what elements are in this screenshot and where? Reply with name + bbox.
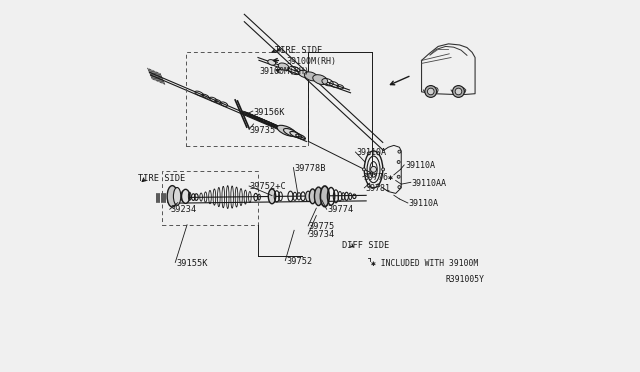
Bar <box>186 52 308 146</box>
Text: 39100M(RH): 39100M(RH) <box>259 67 309 76</box>
Ellipse shape <box>313 75 328 84</box>
Text: 39234: 39234 <box>170 205 196 215</box>
Circle shape <box>377 152 380 155</box>
Circle shape <box>367 184 370 187</box>
Circle shape <box>425 86 436 97</box>
Circle shape <box>428 88 434 95</box>
Circle shape <box>397 175 400 178</box>
Circle shape <box>371 166 376 172</box>
Text: 39752: 39752 <box>286 257 312 266</box>
Circle shape <box>398 150 401 153</box>
Circle shape <box>455 88 462 95</box>
Circle shape <box>397 161 400 163</box>
Ellipse shape <box>305 72 318 81</box>
Text: 39100M(RH): 39100M(RH) <box>286 57 336 67</box>
Text: ✱ INCLUDED WITH 39100M: ✱ INCLUDED WITH 39100M <box>371 259 478 268</box>
Ellipse shape <box>321 186 329 207</box>
Text: 39110A: 39110A <box>405 161 435 170</box>
Circle shape <box>381 168 385 171</box>
Ellipse shape <box>284 128 299 137</box>
Text: 39155K: 39155K <box>176 259 207 268</box>
Text: 39774: 39774 <box>328 205 354 215</box>
Text: 39110AA: 39110AA <box>412 179 447 187</box>
Text: 39735: 39735 <box>250 126 276 135</box>
Text: R391005Y: R391005Y <box>445 275 484 283</box>
Text: 39778B: 39778B <box>294 164 326 173</box>
Text: 39110A: 39110A <box>356 148 386 157</box>
Circle shape <box>367 152 370 155</box>
Ellipse shape <box>309 189 316 204</box>
Text: DIFF SIDE: DIFF SIDE <box>342 241 389 250</box>
Text: TIRE SIDE: TIRE SIDE <box>138 174 186 183</box>
Ellipse shape <box>277 125 296 136</box>
Ellipse shape <box>278 63 289 70</box>
Text: 39110A: 39110A <box>408 199 438 208</box>
Text: 39752+C: 39752+C <box>250 182 287 191</box>
Ellipse shape <box>268 60 276 65</box>
Circle shape <box>398 186 401 189</box>
Ellipse shape <box>306 191 311 202</box>
Bar <box>163 171 258 225</box>
Circle shape <box>362 168 365 171</box>
Text: 39156K: 39156K <box>253 108 285 117</box>
Ellipse shape <box>167 186 177 207</box>
Ellipse shape <box>314 187 323 206</box>
Ellipse shape <box>173 187 181 205</box>
Ellipse shape <box>182 189 189 203</box>
Ellipse shape <box>299 70 308 77</box>
Ellipse shape <box>268 189 276 204</box>
Text: 39776✱: 39776✱ <box>364 173 394 182</box>
Circle shape <box>377 184 380 187</box>
Text: 39734: 39734 <box>309 230 335 239</box>
Text: 39781: 39781 <box>365 184 390 193</box>
Circle shape <box>452 86 465 97</box>
Text: TIRE SIDE: TIRE SIDE <box>275 46 322 55</box>
Text: 39775: 39775 <box>309 222 335 231</box>
